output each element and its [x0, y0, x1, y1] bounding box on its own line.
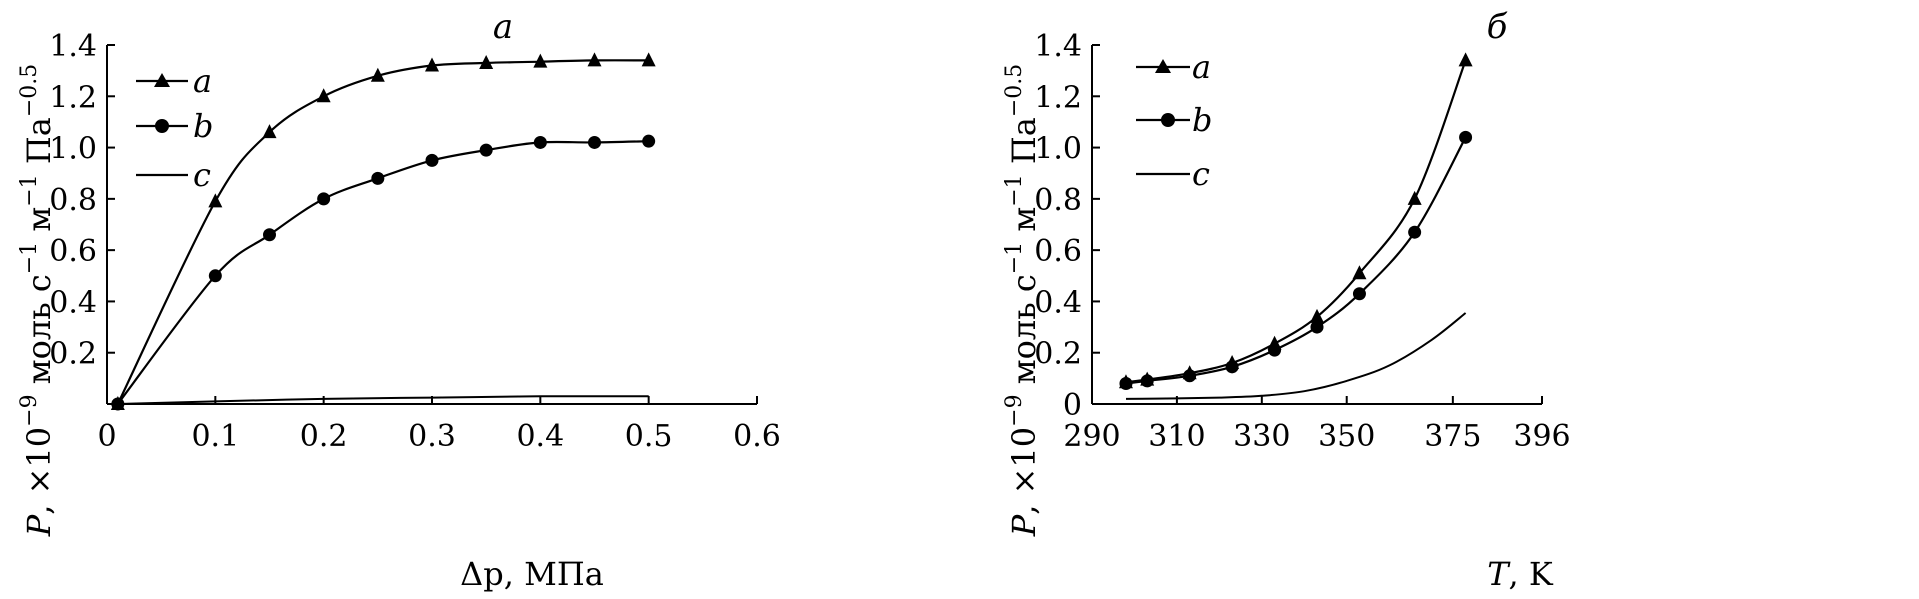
point-marker-b [642, 134, 656, 148]
point-marker-a [262, 124, 277, 139]
x-tick-label: 350 [1318, 419, 1375, 454]
point-marker-a [1310, 308, 1324, 323]
y-tick-label: 1.0 [1034, 132, 1082, 167]
x-tick-label: 0.3 [408, 419, 456, 454]
point-marker-a [425, 57, 439, 72]
y-tick-label: 1.0 [49, 132, 97, 167]
point-marker-b [263, 228, 276, 242]
point-marker-b [479, 143, 493, 157]
chart-b-axes [1091, 45, 1542, 405]
x-tick-label: 0.4 [516, 419, 564, 454]
chart-b-y-axis-label: P, ×10−9 моль с−1 м−1 Па−0.5 [1002, 64, 1043, 538]
y-tick-label: 0.2 [49, 337, 97, 372]
point-marker-b [1352, 287, 1366, 301]
point-marker-b [1268, 343, 1282, 357]
chart-a-legend: a b c [136, 62, 213, 194]
legend-a-marker-a [154, 73, 170, 87]
point-marker-b [1310, 320, 1324, 334]
y-tick-label: 1.2 [49, 80, 97, 115]
point-marker-a [370, 67, 385, 82]
series-line-a [1125, 60, 1467, 384]
x-tick-label: 396 [1513, 419, 1570, 454]
point-marker-b [1140, 374, 1154, 388]
chart-a-ticks: 0 0.1 0.2 0.3 0.4 0.5 0.6 0.2 0.4 0.6 0.8 1.0 1.2 1.4 [49, 29, 781, 454]
point-marker-a [208, 193, 223, 208]
point-marker-b [533, 135, 547, 149]
x-tick-label: 330 [1233, 419, 1290, 454]
chart-a-plot-area [110, 52, 656, 411]
chart-b: б P, ×10−9 моль с−1 м−1 Па−0.5 T, K a b … [1002, 7, 1571, 593]
y-tick-label: 0.4 [49, 285, 97, 320]
legend-b-label-c: c [1192, 155, 1210, 193]
chart-b-legend: a b c [1136, 48, 1212, 193]
point-marker-a [1407, 190, 1422, 205]
chart-b-title: б [1487, 7, 1508, 47]
legend-a-label-b: b [193, 107, 213, 145]
x-tick-label: 290 [1063, 419, 1120, 454]
x-tick-label: 375 [1424, 419, 1481, 454]
chart-a-y-axis-label: P, ×10−9 моль с−1 м−1 Па−0.5 [17, 64, 58, 538]
point-marker-a [1352, 265, 1367, 280]
chart-b-plot-area [1118, 52, 1473, 400]
y-tick-label: 0.4 [1034, 285, 1082, 320]
point-marker-b [588, 135, 601, 149]
chart-a-title: a [493, 7, 513, 47]
x-tick-label: 0.5 [625, 419, 673, 454]
chart-a: a P, ×10−9 моль с−1 м−1 Па−0.5 Δp, МПа a… [17, 7, 781, 593]
point-marker-b [371, 171, 385, 185]
chart-b-ticks: 290 310 330 350 375 396 0 0.2 0.4 0.6 0.8 1.0 1.2 1.4 [1034, 29, 1570, 454]
series-line-c [1125, 312, 1467, 400]
x-tick-label: 0.1 [191, 419, 239, 454]
point-marker-a [1458, 52, 1473, 67]
x-tick-label: 0.6 [733, 419, 781, 454]
point-marker-b [317, 192, 331, 206]
point-marker-a [533, 53, 548, 68]
y-tick-label: 0.8 [49, 183, 97, 218]
x-tick-label: 0.2 [300, 419, 348, 454]
point-marker-a [587, 52, 602, 67]
point-marker-b [1225, 360, 1239, 374]
legend-a-label-c: c [193, 156, 211, 194]
point-marker-b [208, 269, 222, 283]
legend-a-marker-b [155, 119, 169, 133]
point-marker-a [316, 88, 331, 103]
y-tick-label: 1.4 [1034, 29, 1082, 64]
series-line-c [117, 395, 649, 405]
point-marker-b [1119, 376, 1133, 390]
point-marker-a [479, 54, 494, 69]
x-tick-label: 0 [97, 419, 116, 454]
legend-a-label-a: a [193, 62, 212, 100]
point-marker-b [1183, 369, 1197, 383]
y-tick-label: 0 [1063, 388, 1082, 423]
chart-a-x-axis-label: Δp, МПа [460, 555, 604, 593]
y-tick-label: 1.2 [1034, 80, 1082, 115]
y-tick-label: 0.8 [1034, 183, 1082, 218]
point-marker-b [1408, 225, 1422, 239]
y-tick-label: 1.4 [49, 29, 97, 64]
legend-b-marker-a [1155, 59, 1171, 73]
point-marker-a [641, 52, 656, 67]
y-tick-label: 0.6 [49, 234, 97, 269]
point-marker-b [1459, 130, 1473, 144]
point-marker-b [425, 153, 439, 167]
legend-b-label-b: b [1192, 101, 1212, 139]
x-tick-label: 310 [1148, 419, 1205, 454]
y-tick-label: 0.2 [1034, 337, 1082, 372]
y-tick-label: 0.6 [1034, 234, 1082, 269]
chart-b-x-axis-label: T, K [1487, 555, 1554, 593]
legend-b-label-a: a [1192, 48, 1211, 86]
legend-b-marker-b [1161, 113, 1175, 127]
